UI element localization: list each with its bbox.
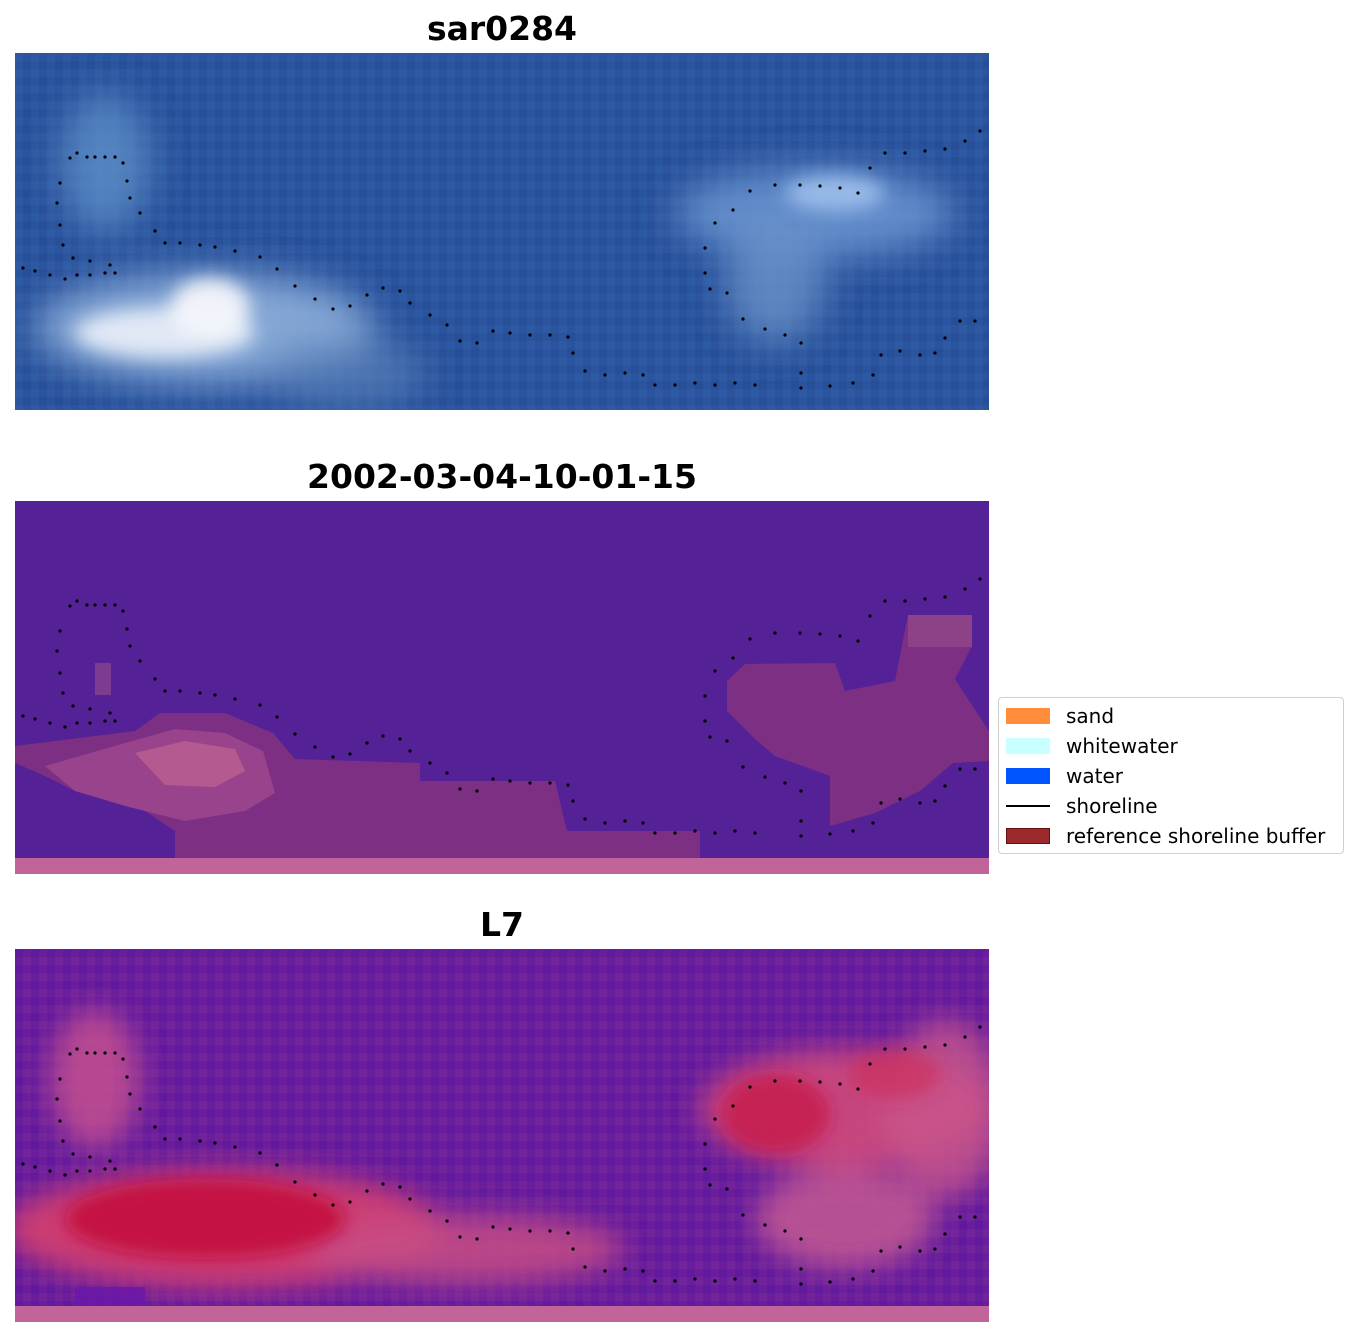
legend-label-whitewater: whitewater <box>1066 734 1178 758</box>
index-image <box>15 949 989 1322</box>
legend-label-sand: sand <box>1066 704 1115 728</box>
satellite-image-panel <box>15 53 989 410</box>
legend-item-reference-shoreline-buffer: reference shoreline buffer <box>1006 823 1325 849</box>
panel-title-l7: L7 <box>480 905 524 944</box>
classification-image <box>15 501 989 874</box>
panel-title-date: 2002-03-04-10-01-15 <box>307 457 697 496</box>
legend-item-whitewater: whitewater <box>1006 733 1178 759</box>
legend-item-shoreline: shoreline <box>1006 793 1158 819</box>
whitewater-swatch <box>1006 738 1050 754</box>
legend-label-shoreline: shoreline <box>1066 794 1158 818</box>
reference-buffer-swatch <box>1006 828 1050 844</box>
classification-panel <box>15 501 989 874</box>
legend-item-water: water <box>1006 763 1123 789</box>
legend-label-reference-shoreline-buffer: reference shoreline buffer <box>1066 824 1326 848</box>
sand-swatch <box>1006 708 1050 724</box>
panel-title-sar0284: sar0284 <box>426 9 578 48</box>
legend-item-sand: sand <box>1006 703 1114 729</box>
satellite-image <box>15 53 989 410</box>
index-image-panel <box>15 949 989 1322</box>
legend: sand whitewater water shoreline referenc… <box>998 697 1344 854</box>
shoreline-line-swatch <box>1006 804 1050 808</box>
water-swatch <box>1006 768 1050 784</box>
legend-label-water: water <box>1066 764 1123 788</box>
